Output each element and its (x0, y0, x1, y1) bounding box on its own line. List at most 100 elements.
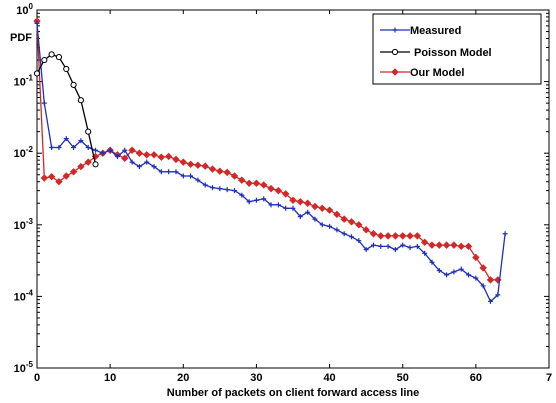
data-point (33, 70, 41, 77)
data-point (303, 199, 312, 207)
data-point (318, 204, 326, 213)
x-tick-label: 20 (177, 372, 189, 384)
data-point (114, 153, 120, 159)
y-tick-label: 10-1 (14, 74, 34, 89)
data-point (450, 241, 458, 249)
data-point (172, 155, 180, 164)
data-point (327, 223, 333, 229)
data-point (260, 181, 268, 189)
data-point (363, 247, 369, 253)
y-tick-label: 10-2 (14, 145, 34, 160)
data-point (377, 232, 385, 240)
data-point (429, 259, 435, 265)
data-point (188, 173, 194, 179)
data-point (122, 147, 128, 153)
axes: 0 10 20 30 40 50 60 7 100 10-1 10-2 10-3 10-4 10-5 (14, 2, 552, 384)
x-tick-label: 10 (104, 372, 116, 384)
x-tick-label: 40 (323, 372, 335, 384)
data-point (85, 145, 91, 151)
data-point (305, 209, 311, 215)
data-point (356, 238, 362, 244)
data-point (92, 161, 99, 168)
x-tick-label: 50 (397, 372, 409, 384)
data-point (487, 298, 493, 304)
legend-entry: Measured (380, 25, 461, 37)
data-point (135, 149, 144, 157)
data-point (186, 160, 195, 168)
data-point (428, 241, 436, 249)
legend-label: Poisson Model (414, 47, 492, 59)
data-point (230, 172, 239, 180)
data-point (63, 136, 69, 142)
series-layer (33, 17, 508, 304)
data-point (341, 231, 347, 237)
data-point (252, 179, 261, 187)
data-point (281, 190, 290, 198)
legend-entry: Poisson Model (380, 47, 492, 59)
data-point (384, 232, 392, 240)
data-point (414, 243, 420, 249)
data-point (48, 51, 55, 58)
data-point (223, 168, 231, 177)
data-point (195, 177, 201, 183)
y-tick-label: 10-3 (14, 217, 34, 232)
data-point (128, 146, 136, 154)
data-point (385, 243, 391, 249)
data-point (100, 150, 106, 156)
data-point (392, 247, 398, 253)
data-point (312, 216, 318, 222)
data-point (442, 241, 451, 249)
data-point (129, 159, 135, 165)
y-tick-label: 10-4 (14, 288, 34, 303)
data-point (486, 276, 495, 284)
data-point (47, 172, 56, 181)
data-point (70, 81, 77, 88)
data-point (55, 53, 63, 61)
data-point (451, 269, 457, 275)
data-point (173, 169, 179, 175)
data-point (84, 158, 92, 166)
data-point (93, 147, 99, 153)
data-point (201, 162, 209, 170)
data-point (261, 196, 267, 202)
data-point (274, 186, 283, 195)
y-tick-label: 10-5 (14, 360, 34, 375)
data-point (56, 145, 62, 151)
data-point (268, 202, 274, 208)
data-point (63, 65, 70, 73)
data-point (71, 145, 77, 151)
data-point (480, 283, 486, 289)
legend-label: Measured (410, 25, 461, 37)
data-point (208, 165, 217, 173)
data-point (245, 179, 253, 187)
data-point (41, 56, 48, 64)
data-point (216, 167, 224, 175)
data-point (49, 145, 55, 151)
data-point (55, 177, 63, 186)
series-measured (34, 20, 508, 304)
data-point (151, 164, 157, 170)
data-point (144, 159, 150, 165)
data-point (246, 199, 252, 205)
data-point (391, 68, 399, 76)
data-point (502, 231, 508, 237)
y-axis-title: PDF (10, 32, 32, 44)
data-point (157, 153, 166, 161)
data-point (85, 128, 92, 135)
data-point (166, 169, 172, 175)
data-point (289, 196, 297, 204)
data-point (297, 214, 303, 220)
data-point (347, 218, 356, 226)
data-point (179, 158, 187, 166)
x-axis-title: Number of packets on client forward acce… (167, 387, 419, 399)
data-point (362, 226, 370, 234)
data-point (333, 210, 341, 219)
data-point (369, 230, 378, 238)
data-point (267, 184, 275, 193)
data-point (436, 268, 442, 273)
data-point (158, 169, 164, 175)
data-point (143, 151, 151, 159)
data-point (340, 215, 348, 223)
x-tick-label: 7 (546, 372, 552, 384)
data-point (202, 182, 208, 188)
